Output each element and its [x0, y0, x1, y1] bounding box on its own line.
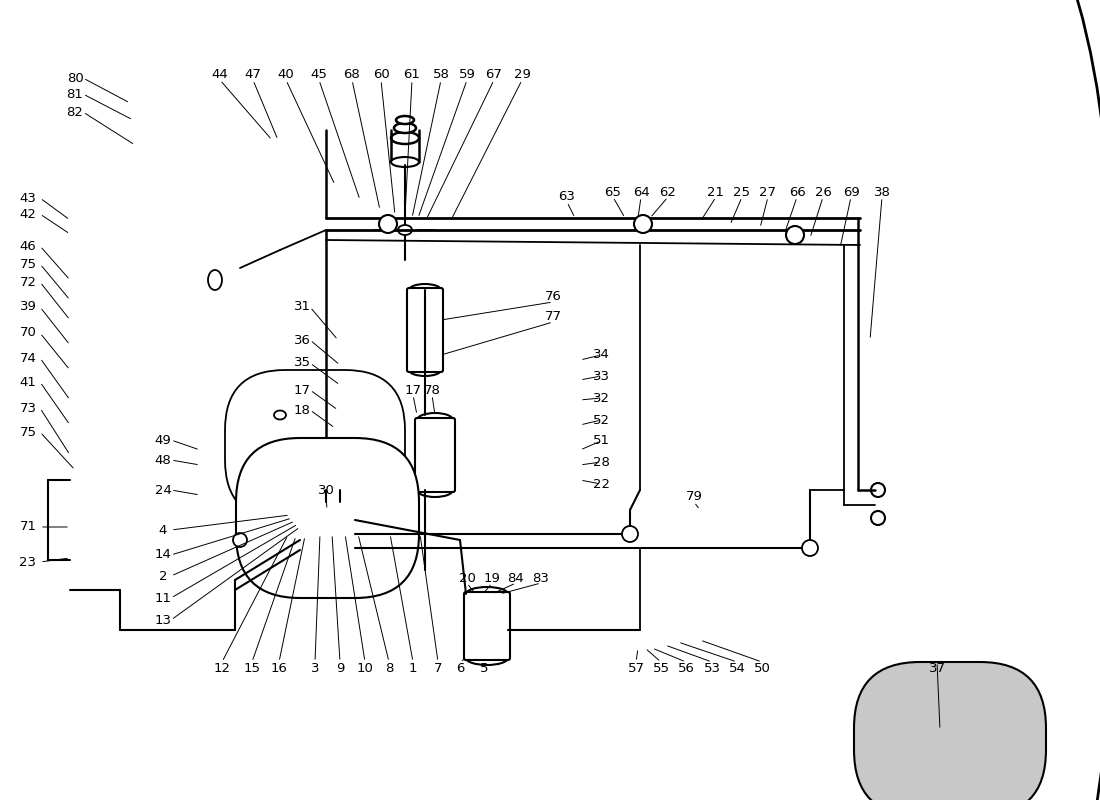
Text: 8: 8 [385, 662, 393, 674]
Ellipse shape [70, 349, 80, 355]
Text: 58: 58 [432, 69, 450, 82]
Text: 82: 82 [67, 106, 84, 118]
Text: 30: 30 [318, 483, 334, 497]
Ellipse shape [70, 326, 80, 334]
Ellipse shape [125, 105, 153, 115]
Text: 50: 50 [754, 662, 770, 674]
Ellipse shape [390, 157, 419, 167]
Text: eurospares: eurospares [130, 294, 410, 337]
Text: 55: 55 [652, 662, 670, 674]
Text: 61: 61 [404, 69, 420, 82]
Text: 23: 23 [20, 555, 36, 569]
Text: 76: 76 [544, 290, 561, 303]
Ellipse shape [128, 99, 150, 107]
FancyBboxPatch shape [854, 662, 1046, 800]
Text: 28: 28 [593, 455, 609, 469]
Text: 63: 63 [559, 190, 575, 203]
Ellipse shape [417, 413, 453, 427]
Text: 56: 56 [678, 662, 694, 674]
Text: 78: 78 [424, 383, 440, 397]
Text: 54: 54 [728, 662, 746, 674]
Ellipse shape [398, 225, 412, 235]
Text: 1: 1 [409, 662, 417, 674]
Text: 84: 84 [507, 571, 525, 585]
Text: 52: 52 [593, 414, 609, 426]
Ellipse shape [390, 132, 419, 144]
Text: 5: 5 [480, 662, 488, 674]
Ellipse shape [417, 483, 453, 497]
Text: 15: 15 [243, 662, 261, 674]
FancyBboxPatch shape [236, 438, 419, 598]
Text: eurospares: eurospares [460, 223, 740, 266]
FancyBboxPatch shape [0, 0, 1060, 800]
Text: 16: 16 [271, 662, 287, 674]
Circle shape [621, 526, 638, 542]
Text: 19: 19 [484, 571, 500, 585]
Text: 73: 73 [20, 402, 36, 414]
Circle shape [802, 540, 818, 556]
FancyBboxPatch shape [226, 370, 405, 520]
Text: 29: 29 [514, 69, 530, 82]
Text: 37: 37 [928, 662, 946, 674]
Text: 9: 9 [336, 662, 344, 674]
Text: 67: 67 [485, 69, 503, 82]
Ellipse shape [409, 284, 441, 296]
Ellipse shape [274, 410, 286, 419]
Circle shape [65, 550, 85, 570]
Text: 64: 64 [632, 186, 649, 198]
Text: 4: 4 [158, 523, 167, 537]
Text: 42: 42 [20, 207, 36, 221]
Text: 69: 69 [843, 186, 859, 198]
Text: 10: 10 [356, 662, 373, 674]
Text: 65: 65 [605, 186, 621, 198]
Ellipse shape [125, 151, 153, 159]
Text: 77: 77 [544, 310, 561, 323]
Text: 49: 49 [155, 434, 172, 446]
Text: 75: 75 [20, 258, 36, 270]
Text: 31: 31 [294, 301, 310, 314]
Text: 44: 44 [211, 69, 229, 82]
Text: 13: 13 [154, 614, 172, 626]
Ellipse shape [122, 114, 156, 126]
Text: 7: 7 [433, 662, 442, 674]
Text: 53: 53 [704, 662, 720, 674]
Text: 47: 47 [244, 69, 262, 82]
Text: 66: 66 [789, 186, 805, 198]
Text: eurospares: eurospares [130, 569, 410, 611]
Text: 17: 17 [405, 383, 421, 397]
Text: 22: 22 [593, 478, 609, 490]
Text: 33: 33 [593, 370, 609, 382]
Text: 36: 36 [294, 334, 310, 346]
Ellipse shape [257, 110, 303, 126]
Text: 79: 79 [685, 490, 703, 503]
Ellipse shape [466, 587, 508, 601]
Text: 35: 35 [294, 357, 310, 370]
Circle shape [871, 483, 886, 497]
Circle shape [233, 533, 248, 547]
Text: 46: 46 [20, 239, 36, 253]
Text: 18: 18 [294, 403, 310, 417]
Text: 11: 11 [154, 591, 172, 605]
Text: 40: 40 [277, 69, 295, 82]
Text: 59: 59 [459, 69, 475, 82]
Ellipse shape [466, 651, 508, 665]
Text: 27: 27 [759, 186, 777, 198]
Text: 70: 70 [20, 326, 36, 339]
Circle shape [634, 215, 652, 233]
Text: 39: 39 [20, 301, 36, 314]
Text: 48: 48 [155, 454, 172, 466]
Ellipse shape [126, 171, 152, 179]
Ellipse shape [396, 116, 414, 124]
Text: 34: 34 [593, 349, 609, 362]
Text: 75: 75 [20, 426, 36, 438]
Text: 57: 57 [627, 662, 645, 674]
Circle shape [379, 215, 397, 233]
Text: 80: 80 [67, 71, 84, 85]
Text: 6: 6 [455, 662, 464, 674]
Text: 14: 14 [155, 549, 172, 562]
Text: 32: 32 [593, 391, 609, 405]
Ellipse shape [409, 364, 441, 376]
Text: 51: 51 [593, 434, 609, 447]
Text: 21: 21 [707, 186, 725, 198]
